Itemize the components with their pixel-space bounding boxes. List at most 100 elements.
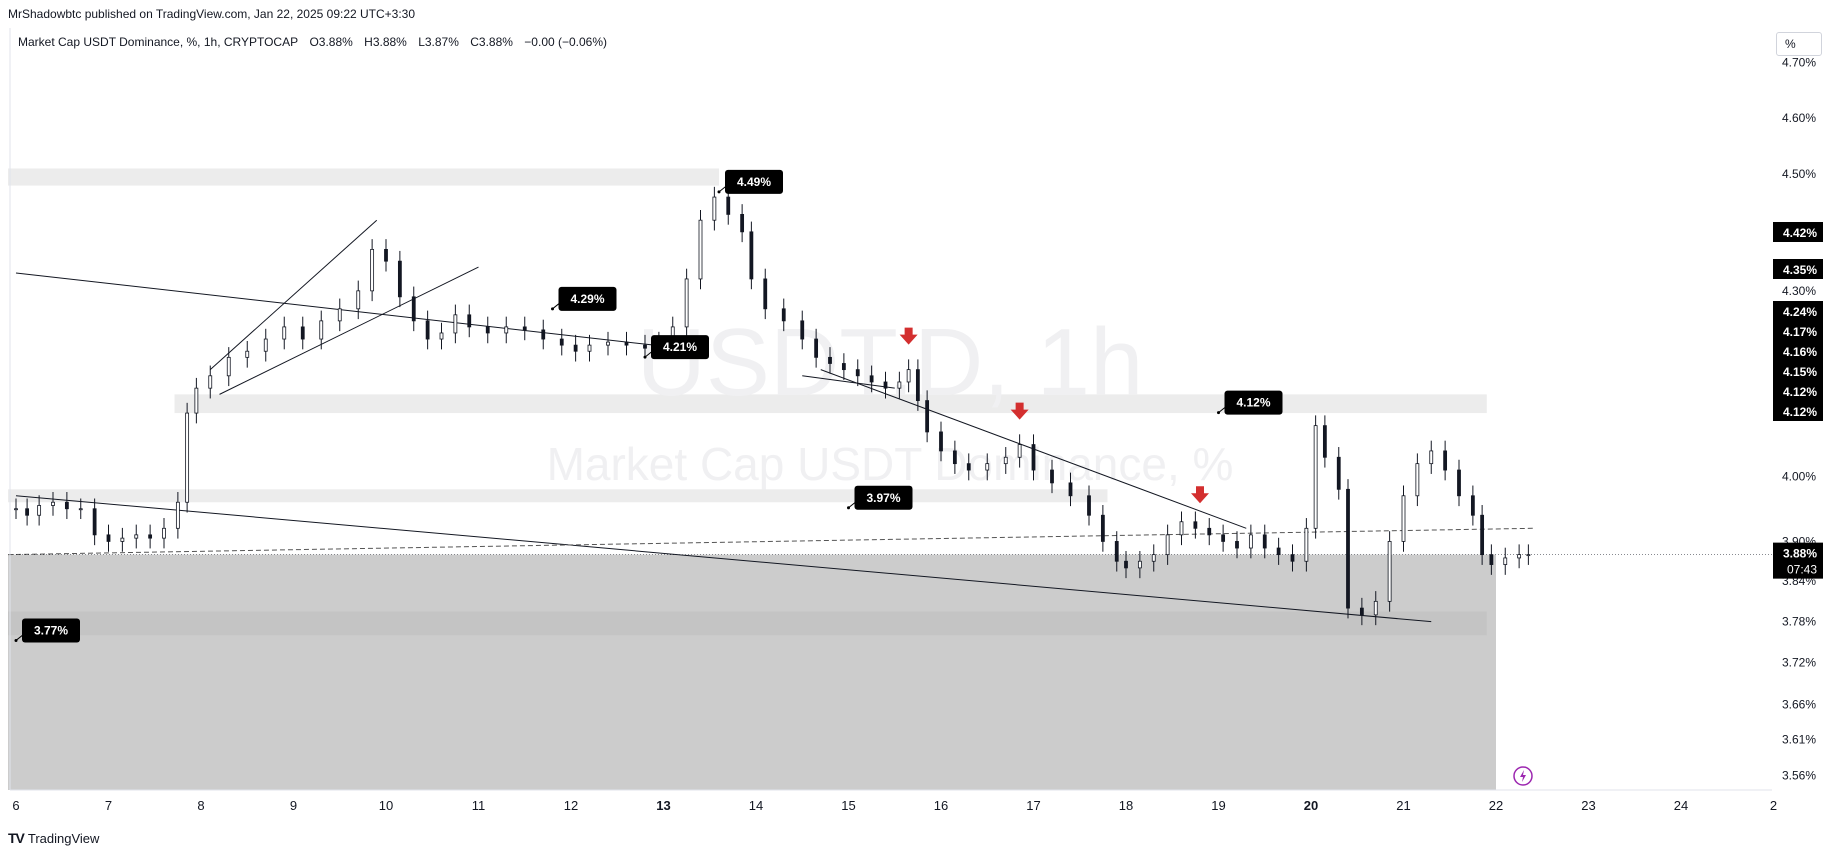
trendline[interactable] xyxy=(15,495,1432,623)
y-tick-label: 3.66% xyxy=(1782,697,1816,711)
price-annotation[interactable]: 4.49% xyxy=(717,169,784,194)
tradingview-icon: TV xyxy=(8,830,25,846)
price-annotation[interactable]: 4.12% xyxy=(1217,390,1283,415)
lightning-bolt-icon xyxy=(1520,770,1526,782)
candle-body xyxy=(25,508,30,516)
candle-body xyxy=(698,219,703,280)
candle-body xyxy=(1313,425,1318,529)
candle-body xyxy=(781,308,786,322)
annotation-label: 4.12% xyxy=(1236,396,1270,410)
candle-body xyxy=(1526,554,1531,557)
annotation-label: 4.21% xyxy=(663,340,697,354)
candle-body xyxy=(356,290,361,310)
x-tick-label: 24 xyxy=(1674,798,1688,813)
x-tick-label: 19 xyxy=(1211,798,1225,813)
x-tick-label: 16 xyxy=(934,798,948,813)
annotation-label: 4.29% xyxy=(570,292,604,306)
candle-body xyxy=(411,296,416,322)
price-scale-badge-label: 4.42% xyxy=(1783,226,1817,240)
candle-body xyxy=(397,260,402,298)
dashed-trendline[interactable] xyxy=(7,527,1534,556)
x-tick-label: 22 xyxy=(1489,798,1503,813)
candle-body xyxy=(1517,554,1522,559)
tradingview-logo[interactable]: TV TradingView xyxy=(8,830,99,846)
candle-body xyxy=(1050,469,1054,484)
trendline[interactable] xyxy=(209,219,378,371)
candle-body xyxy=(485,326,490,334)
y-tick-label: 3.61% xyxy=(1782,733,1816,747)
candle-body xyxy=(1322,425,1327,458)
candle-body xyxy=(587,344,592,352)
candle-body xyxy=(1017,444,1022,458)
candle-body xyxy=(1235,541,1239,549)
x-tick-label: 23 xyxy=(1581,798,1595,813)
candle-body xyxy=(51,501,55,506)
y-tick-label: 4.00% xyxy=(1782,469,1816,483)
candle-body xyxy=(966,463,971,471)
price-scale-badge-label: 4.15% xyxy=(1783,365,1817,379)
price-unit-button[interactable]: % xyxy=(1776,32,1822,56)
candle-body xyxy=(1480,514,1485,556)
annotation-box xyxy=(558,286,617,311)
candle-body xyxy=(541,329,546,340)
candle-body xyxy=(855,369,860,377)
price-annotation[interactable]: 3.97% xyxy=(847,485,913,510)
trendline[interactable] xyxy=(802,375,895,389)
candle-body xyxy=(915,369,920,401)
candle-body xyxy=(1137,560,1142,569)
candle-body xyxy=(1087,495,1091,516)
down-arrow-icon xyxy=(1010,402,1029,420)
price-scale-badge xyxy=(1773,361,1823,381)
legend-symbol[interactable]: Market Cap USDT Dominance, %, 1h, CRYPTO… xyxy=(18,35,299,49)
candle-body xyxy=(1470,495,1475,516)
legend-open: O3.88% xyxy=(309,35,353,49)
candle-body xyxy=(1387,541,1392,602)
price-annotation[interactable]: 4.21% xyxy=(643,335,710,360)
x-tick-label: 2 xyxy=(1770,798,1777,813)
price-annotation[interactable]: 4.29% xyxy=(551,286,617,311)
candle-body xyxy=(1124,560,1128,569)
trendline[interactable] xyxy=(15,272,655,346)
candle-body xyxy=(337,308,342,322)
legend-low: L3.87% xyxy=(418,35,459,49)
candle-body xyxy=(897,381,902,389)
candle-body xyxy=(841,363,846,371)
candle-body xyxy=(828,356,832,364)
candle-body xyxy=(282,326,287,340)
resistance-zone xyxy=(174,394,1487,414)
annotation-box xyxy=(651,335,709,360)
price-scale-badge-label: 4.16% xyxy=(1783,345,1817,359)
candle-body xyxy=(1503,557,1508,565)
candle-body xyxy=(1429,450,1434,465)
candle-body xyxy=(712,196,717,221)
candle-body xyxy=(1290,554,1295,562)
candle-body xyxy=(300,326,305,340)
candle-body xyxy=(1179,521,1184,536)
candle-body xyxy=(559,338,564,346)
candle-body xyxy=(467,314,472,328)
y-tick-label: 4.50% xyxy=(1782,167,1816,181)
last-price-label: 3.88% xyxy=(1783,547,1817,561)
trendline[interactable] xyxy=(219,266,479,395)
x-tick-label: 17 xyxy=(1026,798,1040,813)
candle-body xyxy=(939,431,943,452)
price-scale-badge-label: 4.17% xyxy=(1783,325,1817,339)
annotation-box xyxy=(854,485,913,510)
candle-body xyxy=(906,369,911,383)
candle-body xyxy=(263,338,268,352)
legend-high: H3.88% xyxy=(364,35,407,49)
candle-body xyxy=(1193,521,1198,529)
price-scale-badge-label: 4.35% xyxy=(1783,263,1817,277)
watermark-ticker: USDT.D, 1h xyxy=(637,309,1144,416)
symbol-legend: Market Cap USDT Dominance, %, 1h, CRYPTO… xyxy=(18,35,615,49)
candle-body xyxy=(439,332,444,340)
legend-close: C3.88% xyxy=(470,35,513,49)
candle-body xyxy=(624,341,629,346)
price-annotation[interactable]: 3.77% xyxy=(14,618,81,643)
candle-body xyxy=(522,326,527,331)
down-arrow-icon xyxy=(899,327,918,345)
x-tick-label: 11 xyxy=(472,798,486,813)
last-price-badge xyxy=(1773,542,1823,579)
candle-body xyxy=(504,326,509,334)
